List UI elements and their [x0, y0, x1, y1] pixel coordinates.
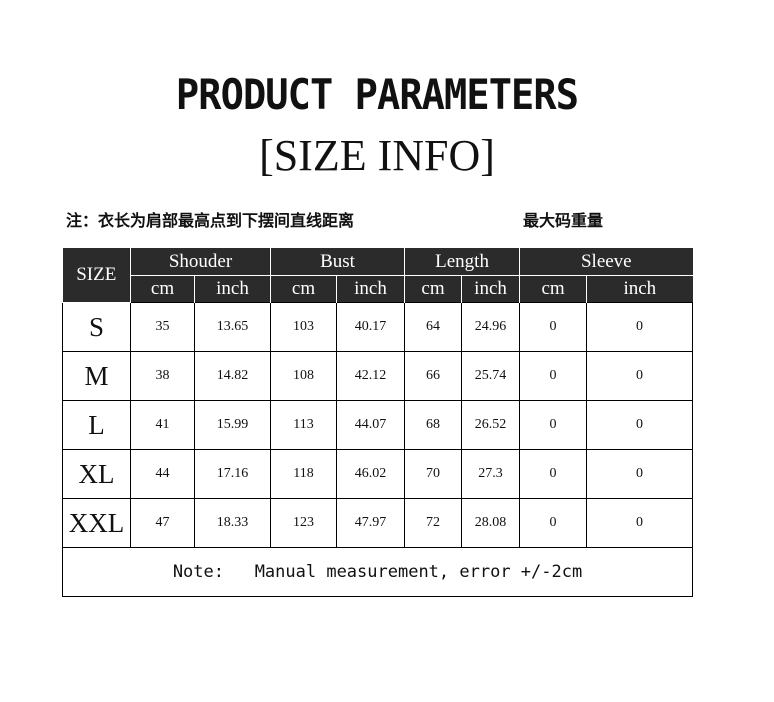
- measurement-cell: 0: [586, 400, 694, 450]
- measurement-cell: 0: [586, 351, 694, 401]
- measurement-cell: 44: [130, 449, 195, 499]
- measurement-cell: 18.33: [193, 498, 272, 548]
- unit-header: inch: [193, 275, 271, 303]
- measurement-cell: 47.97: [336, 498, 406, 548]
- unit-header: cm: [130, 275, 195, 303]
- measurement-cell: 0: [519, 498, 588, 548]
- measurement-cell: 44.07: [336, 400, 406, 450]
- table-row: M 38 14.82 108 42.12 66 25.74 0 0: [62, 351, 694, 401]
- table-row: XL 44 17.16 118 46.02 70 27.3 0 0: [62, 449, 694, 499]
- unit-header: cm: [519, 275, 587, 303]
- size-label: M: [62, 351, 131, 401]
- size-label: XXL: [62, 498, 131, 548]
- measurement-cell: 72: [404, 498, 463, 548]
- measurement-cell: 46.02: [336, 449, 406, 499]
- size-header: SIZE: [62, 248, 131, 303]
- measurement-cell: 0: [519, 400, 588, 450]
- measurement-cell: 40.17: [336, 302, 406, 352]
- unit-header: cm: [270, 275, 337, 303]
- measurement-note: Note: Manual measurement, error +/-2cm: [61, 547, 694, 597]
- page-title: PRODUCT PARAMETERS: [175, 70, 579, 119]
- measurement-cell: 0: [586, 302, 694, 352]
- size-label: S: [62, 302, 131, 352]
- measurement-cell: 68: [404, 400, 463, 450]
- measurement-cell: 0: [519, 351, 588, 401]
- measurement-cell: 0: [519, 302, 588, 352]
- measurement-cell: 24.96: [461, 302, 521, 352]
- group-header-shoulder: Shouder: [129, 248, 271, 276]
- unit-header: inch: [586, 275, 693, 303]
- measurement-cell: 15.99: [193, 400, 272, 450]
- measurement-cell: 27.3: [461, 449, 521, 499]
- measurement-cell: 38: [130, 351, 195, 401]
- measurement-cell: 108: [270, 351, 338, 401]
- measurement-cell: 118: [270, 449, 338, 499]
- size-table: SIZE Shouder Bust Length Sleeve cm inch cm…: [61, 248, 694, 597]
- table-row: XXL 47 18.33 123 47.97 72 28.08 0 0: [62, 498, 694, 548]
- page-subtitle: [SIZE INFO]: [259, 131, 495, 180]
- measurement-cell: 13.65: [193, 302, 272, 352]
- measurement-cell: 113: [270, 400, 338, 450]
- note-row: Note: Manual measurement, error +/-2cm: [61, 547, 694, 597]
- measurement-cell: 17.16: [193, 449, 272, 499]
- size-label: XL: [62, 449, 131, 499]
- measurement-cell: 0: [586, 498, 694, 548]
- table-row: S 35 13.65 103 40.17 64 24.96 0 0: [62, 302, 694, 352]
- max-size-weight-note: 最大码重量: [523, 211, 604, 230]
- measurement-cell: 70: [404, 449, 463, 499]
- measurement-cell: 66: [404, 351, 463, 401]
- measurement-cell: 35: [130, 302, 195, 352]
- measurement-cell: 41: [130, 400, 195, 450]
- group-header-sleeve: Sleeve: [519, 248, 693, 276]
- unit-header: cm: [404, 275, 462, 303]
- length-note-cn: 注：衣长为肩部最高点到下摆间直线距离: [66, 211, 355, 230]
- measurement-cell: 123: [270, 498, 338, 548]
- measurement-cell: 0: [519, 449, 588, 499]
- table-row: L 41 15.99 113 44.07 68 26.52 0 0: [62, 400, 694, 450]
- unit-header: inch: [461, 275, 520, 303]
- measurement-cell: 47: [130, 498, 195, 548]
- measurement-cell: 64: [404, 302, 463, 352]
- measurement-cell: 42.12: [336, 351, 406, 401]
- measurement-cell: 14.82: [193, 351, 272, 401]
- measurement-cell: 26.52: [461, 400, 521, 450]
- unit-header: inch: [336, 275, 405, 303]
- measurement-cell: 103: [270, 302, 338, 352]
- measurement-cell: 25.74: [461, 351, 521, 401]
- size-label: L: [62, 400, 131, 450]
- measurement-cell: 0: [586, 449, 694, 499]
- group-header-bust: Bust: [270, 248, 405, 276]
- measurement-cell: 28.08: [461, 498, 521, 548]
- group-header-length: Length: [404, 248, 520, 276]
